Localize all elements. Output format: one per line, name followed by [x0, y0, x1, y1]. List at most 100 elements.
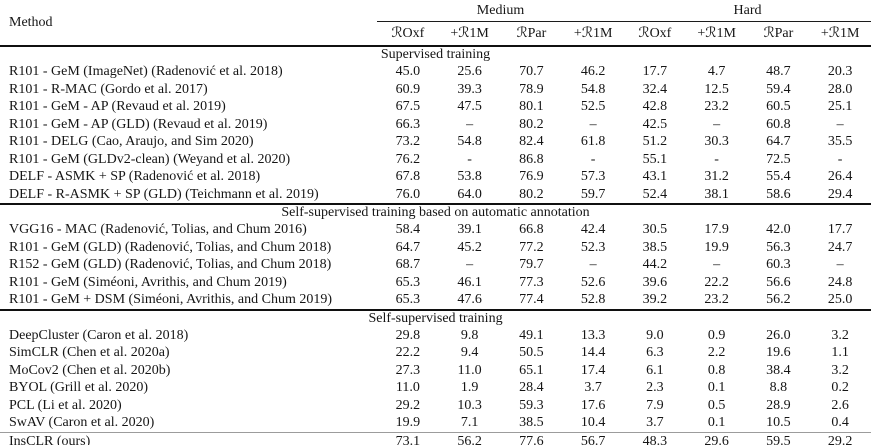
- value-cell: 66.8: [519, 222, 544, 237]
- value-cell: 42.0: [766, 222, 791, 237]
- value-cell: 77.6: [500, 431, 563, 445]
- table-row: R101 - GeM (Siméoni, Avrithis, and Chum …: [0, 274, 871, 292]
- value-cell: 29.4: [827, 186, 853, 202]
- value-cell: 68.7: [395, 257, 421, 272]
- value-cell: –: [466, 116, 474, 132]
- value-cell: 26.0: [766, 327, 791, 343]
- value-cell: 59.7: [580, 186, 606, 202]
- value-cell: –: [836, 257, 844, 272]
- value-cell: 65.3: [395, 292, 421, 307]
- value-cell: 58.6: [766, 186, 791, 202]
- table-row: R101 - DELG (Cao, Araujo, and Sim 2020) 7…: [0, 133, 871, 151]
- value-cell: 66.3: [395, 116, 421, 132]
- value-cell: 17.7: [642, 64, 668, 79]
- value-cell: 52.5: [580, 99, 606, 114]
- value-cell: –: [466, 257, 474, 272]
- value-cell: 49.1: [519, 327, 544, 343]
- table-row: R101 - GeM - AP (Revaud et al. 2019) 67.5…: [0, 98, 871, 116]
- value-cell: 17.4: [580, 362, 606, 378]
- column-header: +ℛ1M: [685, 21, 748, 47]
- value-cell: 30.3: [704, 134, 729, 149]
- table-row: R101 - GeM (GLDv2-clean) (Weyand et al. …: [0, 151, 871, 169]
- value-cell: 19.9: [395, 415, 421, 430]
- value-cell: 29.6: [685, 431, 748, 445]
- value-cell: 1.1: [831, 345, 849, 360]
- value-cell: 28.0: [827, 81, 853, 97]
- group-header-row: Method Medium Hard: [0, 0, 871, 47]
- value-cell: 60.9: [395, 81, 421, 97]
- value-cell: 3.7: [646, 415, 664, 430]
- value-cell: 2.2: [707, 345, 726, 360]
- value-cell: 82.4: [519, 134, 544, 149]
- method-cell: MoCov2 (Chen et al. 2020b): [9, 362, 171, 378]
- value-cell: 39.2: [642, 292, 668, 307]
- method-cell: BYOL (Grill et al. 2020): [9, 380, 149, 395]
- method-cell: R101 - GeM (GLDv2-clean) (Weyand et al. …: [9, 151, 291, 167]
- section-title: Self-supervised training based on automa…: [0, 203, 871, 221]
- method-cell: InsCLR (ours): [0, 431, 377, 445]
- method-cell: R152 - GeM (GLD) (Radenović, Tolias, and…: [9, 257, 332, 272]
- value-cell: 31.2: [704, 169, 729, 184]
- value-cell: 76.0: [395, 186, 421, 202]
- table-body: Supervised training R101 - GeM (ImageNet)…: [0, 45, 871, 445]
- value-cell: 79.7: [519, 257, 544, 272]
- value-cell: 4.7: [707, 64, 726, 79]
- value-cell: 14.4: [580, 345, 606, 360]
- value-cell: 0.2: [831, 380, 849, 395]
- value-cell: 10.3: [457, 397, 482, 413]
- value-cell: 52.6: [580, 274, 606, 290]
- value-cell: 7.9: [646, 397, 664, 413]
- value-cell: –: [713, 257, 721, 272]
- value-cell: 64.7: [766, 134, 791, 149]
- value-cell: 45.0: [395, 64, 421, 79]
- group-header-hard: Hard: [624, 0, 871, 22]
- value-cell: 3.2: [831, 362, 849, 378]
- value-cell: 52.4: [642, 186, 668, 202]
- value-cell: 54.8: [457, 134, 482, 149]
- value-cell: 46.1: [457, 274, 482, 290]
- value-cell: -: [590, 151, 596, 167]
- value-cell: 29.8: [395, 327, 421, 343]
- method-cell: R101 - GeM (ImageNet) (Radenović et al. …: [9, 64, 283, 79]
- value-cell: 65.1: [519, 362, 544, 378]
- value-cell: 13.3: [580, 327, 606, 343]
- value-cell: 73.1: [377, 431, 439, 445]
- value-cell: 3.7: [584, 380, 602, 395]
- method-cell: DeepCluster (Caron et al. 2018): [9, 327, 189, 343]
- value-cell: 52.3: [580, 239, 606, 255]
- section-header-row: Self-supervised training based on automa…: [0, 203, 871, 221]
- value-cell: 80.2: [519, 186, 544, 202]
- value-cell: 0.4: [831, 415, 849, 430]
- value-cell: –: [713, 116, 721, 132]
- table-row: R101 - GeM (GLD) (Radenović, Tolias, and…: [0, 239, 871, 257]
- table-row: R101 - R-MAC (Gordo et al. 2017) 60.9 39.3…: [0, 81, 871, 99]
- value-cell: 24.7: [827, 239, 853, 255]
- value-cell: 56.7: [562, 431, 625, 445]
- value-cell: 43.1: [642, 169, 668, 184]
- table-row: DELF - R-ASMK + SP (GLD) (Teichmann et a…: [0, 186, 871, 205]
- column-header: ℛPar: [500, 21, 563, 47]
- method-cell: R101 - GeM - AP (GLD) (Revaud et al. 201…: [9, 116, 268, 132]
- value-cell: 86.8: [519, 151, 544, 167]
- value-cell: 42.8: [642, 99, 668, 114]
- column-header: +ℛ1M: [809, 21, 871, 47]
- value-cell: 0.5: [707, 397, 726, 413]
- value-cell: 55.4: [766, 169, 791, 184]
- method-cell: R101 - R-MAC (Gordo et al. 2017): [9, 81, 208, 97]
- value-cell: 53.8: [457, 169, 482, 184]
- method-cell: PCL (Li et al. 2020): [9, 397, 122, 413]
- method-cell: DELF - R-ASMK + SP (GLD) (Teichmann et a…: [9, 186, 319, 202]
- value-cell: 19.6: [766, 345, 791, 360]
- value-cell: 56.6: [766, 274, 791, 290]
- value-cell: 64.0: [457, 186, 482, 202]
- value-cell: 51.2: [642, 134, 668, 149]
- value-cell: 29.2: [395, 397, 421, 413]
- section-header-row: Self-supervised training: [0, 308, 871, 327]
- value-cell: 27.3: [395, 362, 421, 378]
- column-header: ℛPar: [747, 21, 810, 47]
- value-cell: 46.2: [580, 64, 606, 79]
- value-cell: 17.6: [580, 397, 606, 413]
- value-cell: 32.4: [642, 81, 668, 97]
